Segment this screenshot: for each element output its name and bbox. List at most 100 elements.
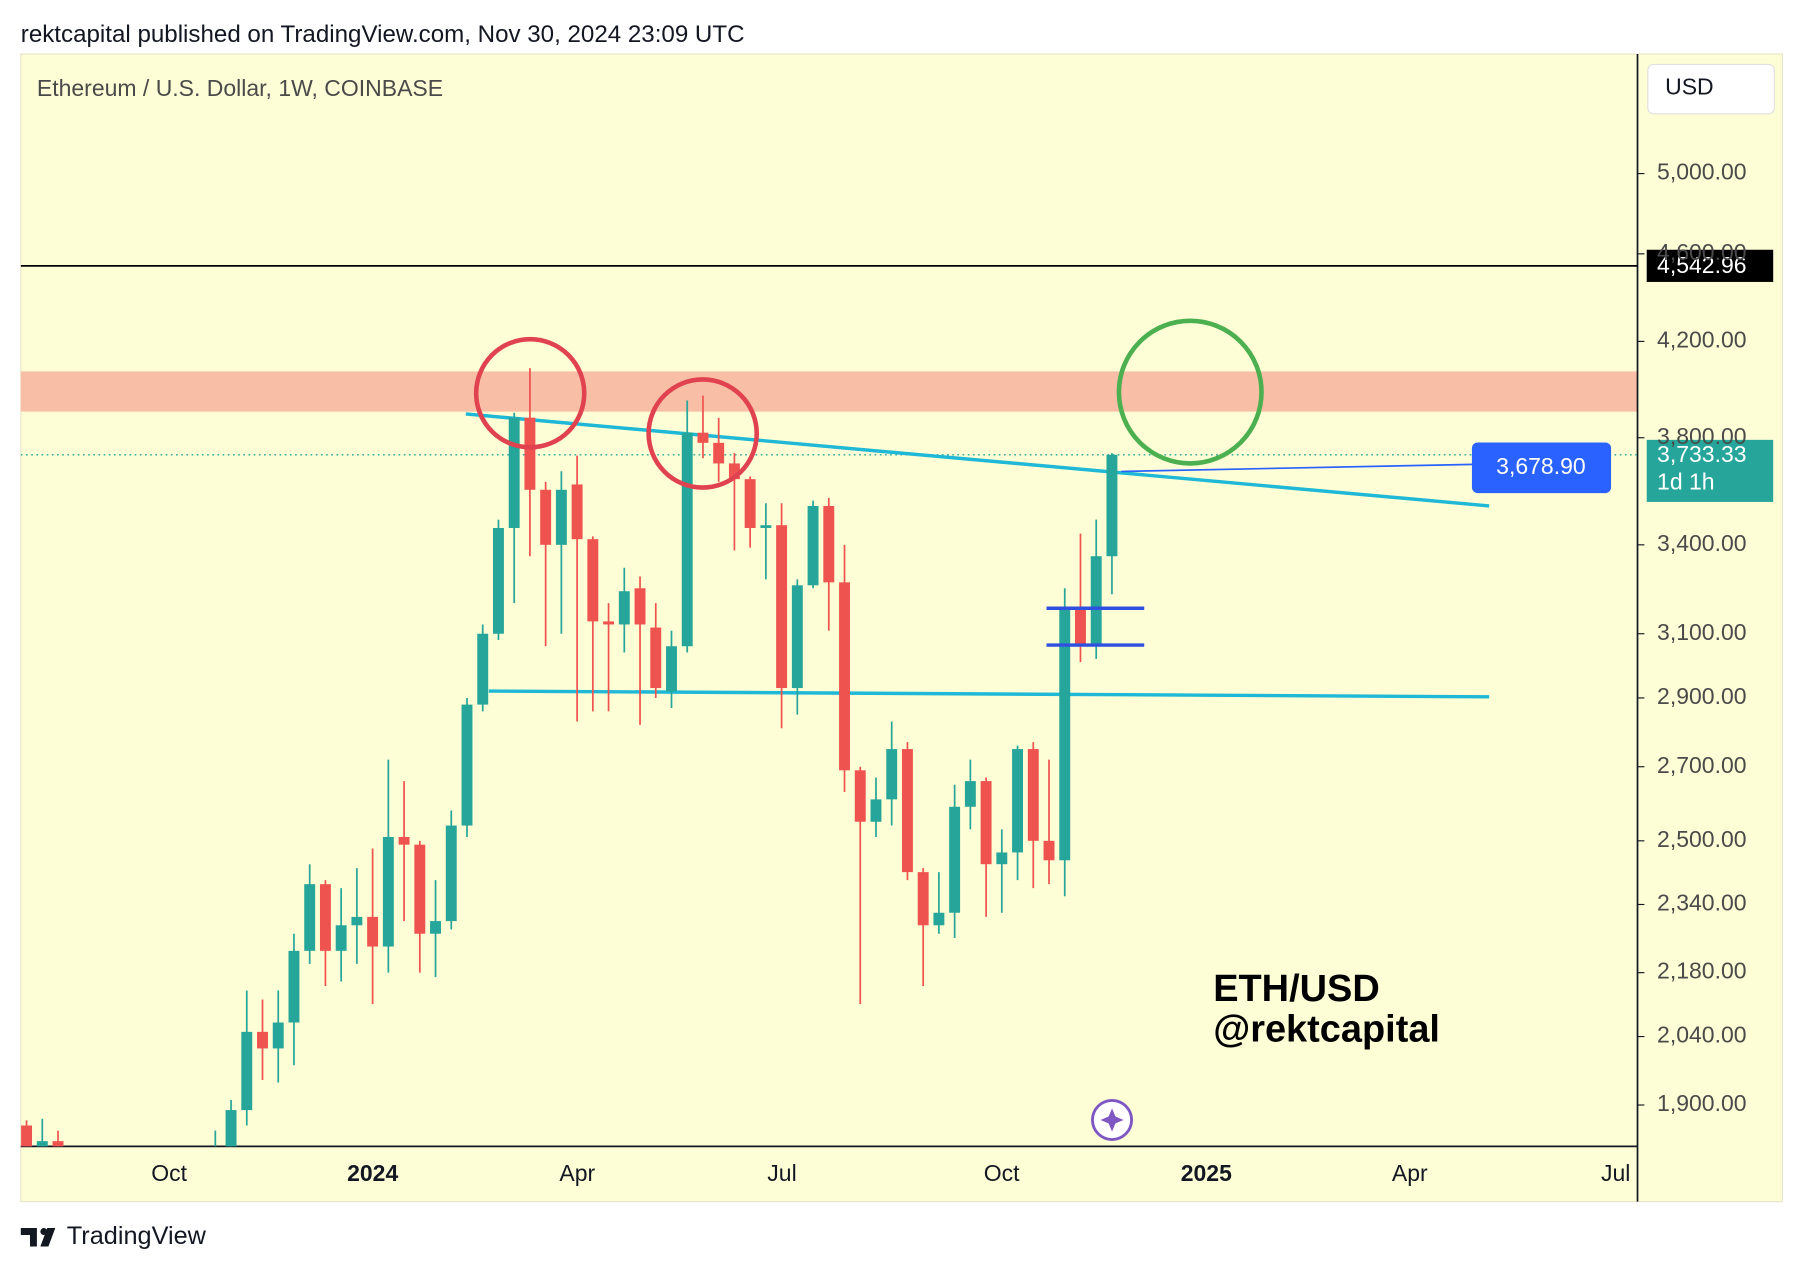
footer: TradingView [67,1222,207,1250]
rejection-circle [646,377,760,490]
candle-body [1027,749,1039,841]
candle-body [1012,749,1024,853]
candle-body [52,1141,64,1147]
candle-body [776,525,788,689]
candle-body [1043,840,1055,861]
rejection-circle [473,336,587,450]
candle-body [933,912,945,926]
candle-body [524,417,536,490]
annotation: @rektcapital [1213,1008,1440,1050]
y-tick-label: 2,500.00 [1657,826,1746,852]
candle-body [791,585,803,689]
candle-body [288,950,300,1023]
candle-body [100,1258,111,1266]
logo-mark [20,1228,56,1247]
annotation: ETH/USD [1213,968,1380,1010]
candle-body [21,1125,33,1147]
candle-body [461,704,473,826]
y-tick-label: 2,700.00 [1657,752,1746,778]
candle-body [1075,609,1086,647]
x-tick-label: Jul [1601,1160,1630,1186]
candle-body [901,749,913,873]
candle-body [964,781,976,807]
last-price-box [1646,439,1774,502]
candle-body [807,505,819,586]
candle-body [555,489,567,545]
candle-body [194,1258,205,1264]
candle-body [430,921,441,934]
candle-body [351,916,363,926]
candle-body [115,1258,126,1266]
candle-body [398,836,410,845]
candle-body [681,432,693,647]
candle-body [1059,609,1071,861]
candle-body [304,884,316,951]
candle-body [618,591,630,625]
candle-body [728,463,740,480]
y-tick-label: 2,340.00 [1657,890,1746,916]
candle-body [84,1253,95,1266]
candle-body [823,505,835,583]
candle-body [949,806,961,913]
high-price-box [1646,249,1774,282]
alert-price-box [1471,442,1612,494]
countdown: 1d 1h [1657,469,1715,495]
x-tick-label: Oct [984,1160,1020,1186]
candle-body [445,825,457,922]
chart-background [20,53,1783,1203]
currency-box[interactable] [1647,63,1775,115]
target-circle [1116,318,1264,466]
y-tick-label: 2,180.00 [1657,958,1746,984]
x-tick-label: 2024 [347,1160,398,1186]
candle-body [257,1031,268,1049]
y-tick-label: 2,900.00 [1657,683,1746,709]
candle-body [492,527,504,634]
y-tick-label: 1,900.00 [1657,1090,1746,1116]
candle-body [760,525,772,528]
candle-body [382,836,394,947]
candle-body [508,417,520,528]
x-tick-label: Jul [767,1160,796,1186]
candle-body [241,1031,253,1111]
candle-body [839,582,850,771]
candle-body [713,442,725,464]
high-price-label: 4,542.96 [1657,252,1746,278]
x-tick-label: Oct [151,1160,187,1186]
logo-dot [40,1228,48,1235]
candle-body [272,1022,284,1049]
candle-body [571,484,583,540]
candle-body [587,539,599,622]
candle-body [540,489,552,545]
x-tick-label: Apr [1392,1160,1428,1186]
candle-body [886,749,898,800]
candle-body [36,1141,48,1147]
last-price-label: 3,733.33 [1657,441,1746,467]
candle-body [414,844,426,934]
resistance-zone [20,371,1638,412]
assistant-star [1100,1108,1124,1132]
currency[interactable]: USD [1665,74,1714,100]
candle-body [319,884,331,951]
candle-body [477,633,489,705]
y-tick-label: 5,000.00 [1657,159,1746,185]
y-tick-label: 4,200.00 [1657,326,1746,352]
candle-body [603,621,615,625]
alert-line [1121,463,1475,473]
candle-body [697,432,709,443]
x-tick-label: 2025 [1181,1160,1232,1186]
candle-body [917,872,929,926]
y-tick-label: 3,100.00 [1657,619,1746,645]
y-tick-label: 4,600.00 [1657,239,1746,265]
candle-body [666,646,677,692]
candle-body [870,799,882,822]
candle-body [980,781,992,865]
candle-body [854,770,866,822]
y-tick-label: 2,040.00 [1657,1022,1746,1048]
trend-line [465,412,1490,508]
candle-body [1106,454,1118,557]
tradingview-logo [20,1228,56,1247]
candle-body [1090,556,1102,647]
candle-body [996,852,1008,865]
candle-body [650,627,662,689]
